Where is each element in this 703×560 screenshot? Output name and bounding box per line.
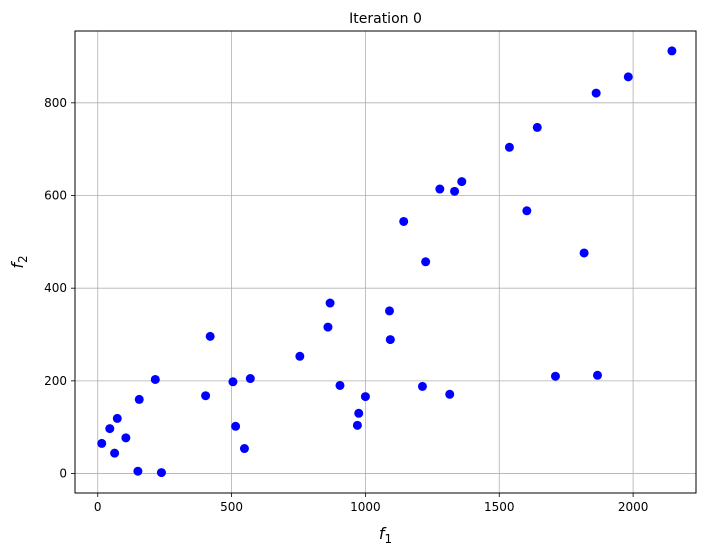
x-tick-label: 1000 xyxy=(350,500,381,514)
data-point xyxy=(97,438,107,448)
data-point xyxy=(121,433,131,443)
data-point xyxy=(231,421,241,431)
data-point xyxy=(457,177,467,187)
data-point xyxy=(245,374,255,384)
grid-lines xyxy=(75,31,696,493)
data-point xyxy=(591,88,601,98)
data-point xyxy=(112,413,122,423)
data-point xyxy=(239,444,249,454)
axis-ticks: 0 500 1000 1500 2000 0 200 400 600 800 xyxy=(44,96,648,514)
data-point xyxy=(150,374,160,384)
data-point xyxy=(205,331,215,341)
y-tick-label: 800 xyxy=(44,96,67,110)
data-point xyxy=(228,377,238,387)
data-point xyxy=(156,468,166,478)
data-points xyxy=(97,46,677,478)
data-point xyxy=(352,420,362,430)
data-point xyxy=(399,216,409,226)
data-point xyxy=(354,408,364,418)
data-point xyxy=(134,394,144,404)
data-point xyxy=(110,448,120,458)
data-point xyxy=(133,466,143,476)
x-tick-label: 500 xyxy=(220,500,243,514)
data-point xyxy=(579,248,589,258)
data-point xyxy=(532,122,542,132)
data-point xyxy=(417,381,427,391)
data-point xyxy=(504,142,514,152)
y-tick-label: 0 xyxy=(59,467,67,481)
x-tick-label: 1500 xyxy=(484,500,515,514)
data-point xyxy=(295,351,305,361)
data-point xyxy=(385,335,395,345)
data-point xyxy=(323,322,333,332)
data-point xyxy=(385,306,395,316)
y-axis-label-main: f xyxy=(8,261,27,269)
data-point xyxy=(522,206,532,216)
data-point xyxy=(360,392,370,402)
data-point xyxy=(335,380,345,390)
y-tick-label: 600 xyxy=(44,189,67,203)
x-axis-label-main: f xyxy=(379,524,387,543)
plot-frame xyxy=(74,30,697,494)
data-point xyxy=(105,424,115,434)
chart-title: Iteration 0 xyxy=(349,11,422,27)
data-point xyxy=(450,186,460,196)
x-axis-label-subscript: 1 xyxy=(385,532,393,546)
y-tick-label: 200 xyxy=(44,374,67,388)
x-tick-label: 2000 xyxy=(618,500,649,514)
data-point xyxy=(623,72,633,82)
data-point xyxy=(435,184,445,194)
y-tick-label: 400 xyxy=(44,281,67,295)
data-point xyxy=(592,370,602,380)
data-point xyxy=(667,46,677,56)
data-point xyxy=(325,298,335,308)
data-point xyxy=(550,371,560,381)
data-point xyxy=(445,389,455,399)
data-point xyxy=(201,391,211,401)
data-point xyxy=(421,257,431,267)
x-axis-label: f1 xyxy=(379,524,392,546)
y-axis-label-subscript: 2 xyxy=(16,255,30,263)
x-tick-label: 0 xyxy=(94,500,102,514)
y-axis-label: f2 xyxy=(8,255,30,268)
